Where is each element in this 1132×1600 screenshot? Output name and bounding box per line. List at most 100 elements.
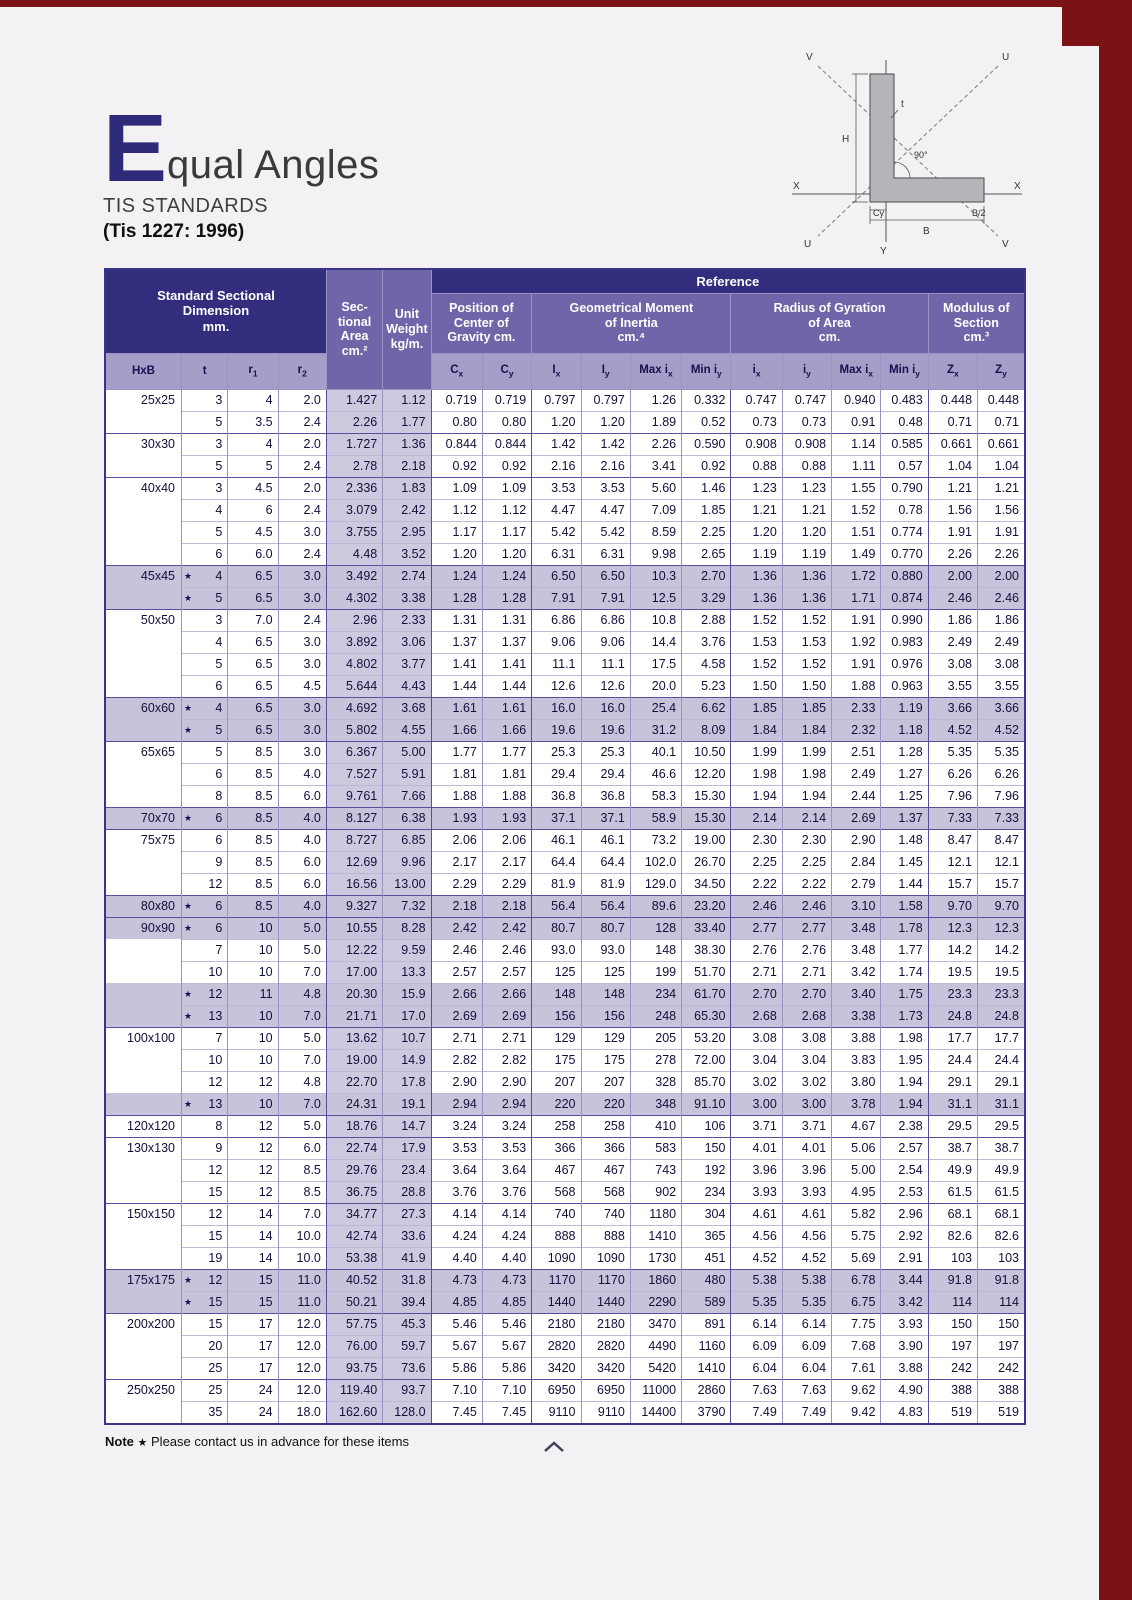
value-cell: 1.86 [977,608,1025,631]
value-cell: 103 [927,1246,978,1269]
value-cell: 3.88 [880,1356,929,1379]
table-row: 75x75 6 8.5 4.0 8.727 6.85 2.06 2.06 46.1 46.1 73.… [105,828,1025,851]
value-cell: 1.93 [481,806,532,829]
value-cell: 5420 [629,1356,682,1379]
weight-cell: 3.77 [382,652,432,675]
value-cell: 17.7 [927,1026,978,1049]
value-cell: 8.47 [927,828,978,851]
r2-cell: 12.0 [277,1334,327,1357]
value-cell: 1.36 [781,586,832,609]
table-row: 100x100 7 10 5.0 13.62 10.7 2.71 2.71 129 129 205 5… [105,1026,1025,1049]
angle-90-label: 90° [914,150,928,160]
value-cell: 1.37 [880,806,929,829]
value-cell: 19.00 [681,828,731,851]
value-cell: 4.73 [430,1268,483,1291]
area-cell: 12.22 [325,938,383,961]
value-cell: 148 [580,982,631,1005]
column-header: iy [781,352,833,390]
value-cell: 9.06 [580,630,631,653]
value-cell: 1.77 [481,740,532,763]
weight-cell: 17.0 [382,1004,432,1027]
value-cell: 1.42 [580,432,631,455]
value-cell: 0.92 [481,454,532,477]
value-cell: 2.66 [430,982,483,1005]
value-cell: 0.332 [681,388,731,411]
area-cell: 29.76 [325,1158,383,1181]
area-cell: 36.75 [325,1180,383,1203]
area-cell: 4.48 [325,542,383,565]
value-cell: 2.49 [977,630,1025,653]
value-cell: 467 [531,1158,581,1181]
dim-column-header: r1 [227,352,279,390]
table-row: 12 8.5 6.0 16.56 13.00 2.29 2.29 81.9 81.9 129.0 3… [105,872,1025,895]
value-cell: 3.53 [531,476,581,499]
size-cell [105,1159,182,1181]
value-cell: 1.75 [880,982,929,1005]
value-cell: 6950 [531,1378,581,1401]
size-cell [105,1049,182,1071]
r2-cell: 3.0 [277,586,327,609]
r1-cell: 8.5 [227,894,279,917]
value-cell: 1.42 [531,432,581,455]
value-cell: 888 [531,1224,581,1247]
weight-cell: 33.6 [382,1224,432,1247]
value-cell: 20.0 [629,674,682,697]
r2-cell: 3.0 [277,630,327,653]
value-cell: 3.90 [880,1334,929,1357]
value-cell: 11.1 [531,652,581,675]
value-cell: 7.63 [730,1378,783,1401]
value-cell: 1.85 [730,696,783,719]
value-cell: 891 [681,1312,731,1335]
size-cell [105,763,182,785]
value-cell: 9.70 [927,894,978,917]
axis-label-x-left: X [793,181,800,192]
r1-cell: 14 [227,1246,279,1269]
dim-label-h: H [842,134,849,145]
value-cell: 0.940 [831,388,881,411]
r1-cell: 14 [227,1202,279,1225]
value-cell: 3.08 [927,652,978,675]
value-cell: 56.4 [580,894,631,917]
value-cell: 2.71 [781,960,832,983]
value-cell: 1.84 [781,718,832,741]
value-cell: 1.95 [880,1048,929,1071]
value-cell: 114 [977,1290,1025,1313]
value-cell: 4.01 [730,1136,783,1159]
value-cell: 1.12 [481,498,532,521]
value-cell: 2.82 [430,1048,483,1071]
value-cell: 1.04 [977,454,1025,477]
value-cell: 46.1 [580,828,631,851]
value-cell: 0.448 [927,388,978,411]
r2-cell: 3.0 [277,652,327,675]
table-row: 15 14 10.0 42.74 33.6 4.24 4.24 888 888 1410 365 4.… [105,1224,1025,1247]
size-cell: 100x100 [105,1026,182,1049]
value-cell: 1.26 [629,388,682,411]
weight-cell: 2.42 [382,498,432,521]
value-cell: 9.06 [531,630,581,653]
table-row: 40x40 3 4.5 2.0 2.336 1.83 1.09 1.09 3.53 3.53 5.6… [105,476,1025,499]
table-row: 80x80 ★ 6 8.5 4.0 9.327 7.32 2.18 2.18 56.4 56.4 89… [105,894,1025,917]
thickness-cell: 9 [180,1136,228,1159]
value-cell: 8.47 [977,828,1025,851]
value-cell: 6.31 [580,542,631,565]
r2-cell: 2.0 [277,432,327,455]
value-cell: 2.26 [629,432,682,455]
value-cell: 1090 [531,1246,581,1269]
r1-cell: 6.5 [227,586,279,609]
table-row: 12 12 8.5 29.76 23.4 3.64 3.64 467 467 743 192 3.96… [105,1158,1025,1181]
angle-shape [869,73,985,203]
value-cell: 1.24 [481,564,532,587]
weight-cell: 7.66 [382,784,432,807]
value-cell: 0.874 [880,586,929,609]
r2-cell: 10.0 [277,1246,327,1269]
size-cell [105,1401,182,1424]
size-cell [105,1071,182,1093]
column-header: ix [730,352,783,390]
value-cell: 4.61 [730,1202,783,1225]
value-cell: 0.661 [977,432,1025,455]
thickness-cell: 25 [180,1356,228,1379]
value-cell: 89.6 [629,894,682,917]
value-cell: 81.9 [531,872,581,895]
axis-label-u-bottom: U [804,239,811,250]
value-cell: 1.61 [430,696,483,719]
